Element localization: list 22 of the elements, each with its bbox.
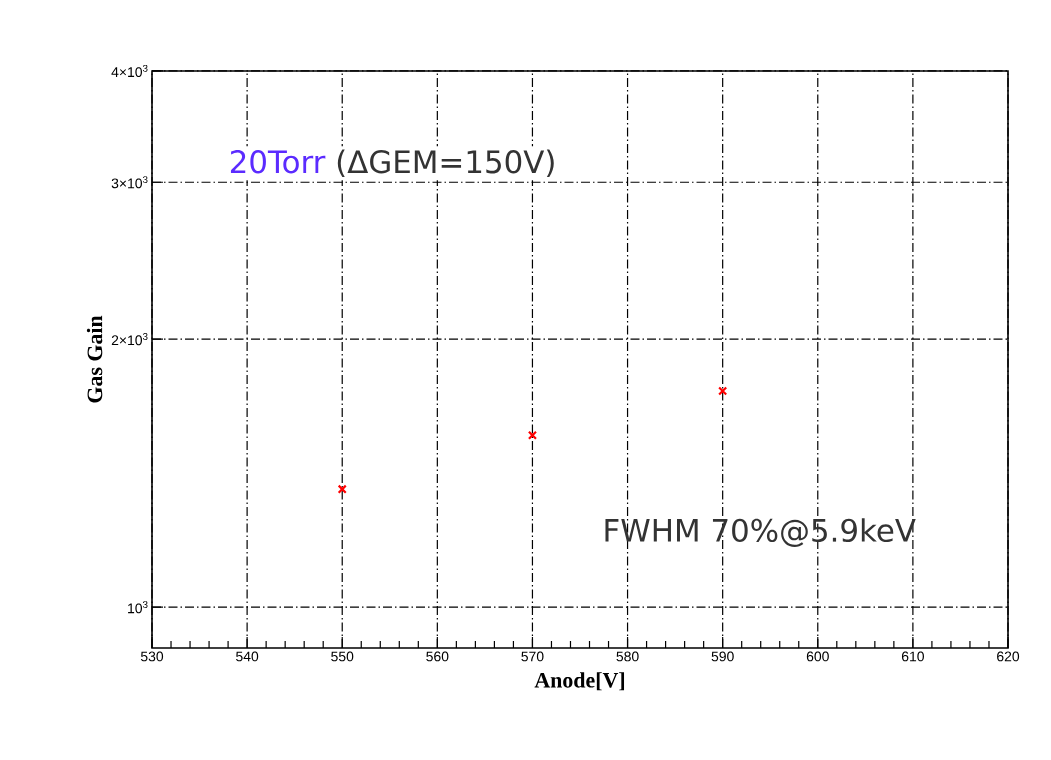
x-axis-title: Anode[V]	[534, 672, 625, 691]
x-tick-label: 590	[711, 651, 734, 662]
x-tick-label: 620	[997, 651, 1020, 662]
y-tick-label: 3×10$^{3}$	[111, 176, 148, 189]
x-tick-label: 540	[236, 651, 259, 662]
point	[337, 484, 347, 494]
x-tick-label: 610	[901, 651, 924, 662]
x-tick-label: 530	[140, 651, 164, 662]
point	[718, 386, 728, 396]
x-tick-label: 550	[331, 651, 354, 662]
x-tick-label: 560	[426, 651, 449, 662]
annotation: (ΔGEM=150V)	[337, 149, 554, 178]
x-tick-label: 600	[806, 651, 829, 662]
y-tick-label: 10$^{3}$	[128, 601, 148, 614]
point	[527, 430, 538, 440]
x-tick-label: 580	[616, 651, 639, 662]
annotation: 20Torr	[230, 150, 326, 174]
x-tick-label: 570	[521, 651, 544, 662]
y-axis-title: Gas Gain	[86, 315, 103, 403]
annotation: FWHM 70%@5.9keV	[605, 518, 916, 547]
y-tick-label: 4×10$^{3}$	[111, 64, 148, 78]
y-tick-label: 2×10$^{3}$	[111, 333, 148, 346]
